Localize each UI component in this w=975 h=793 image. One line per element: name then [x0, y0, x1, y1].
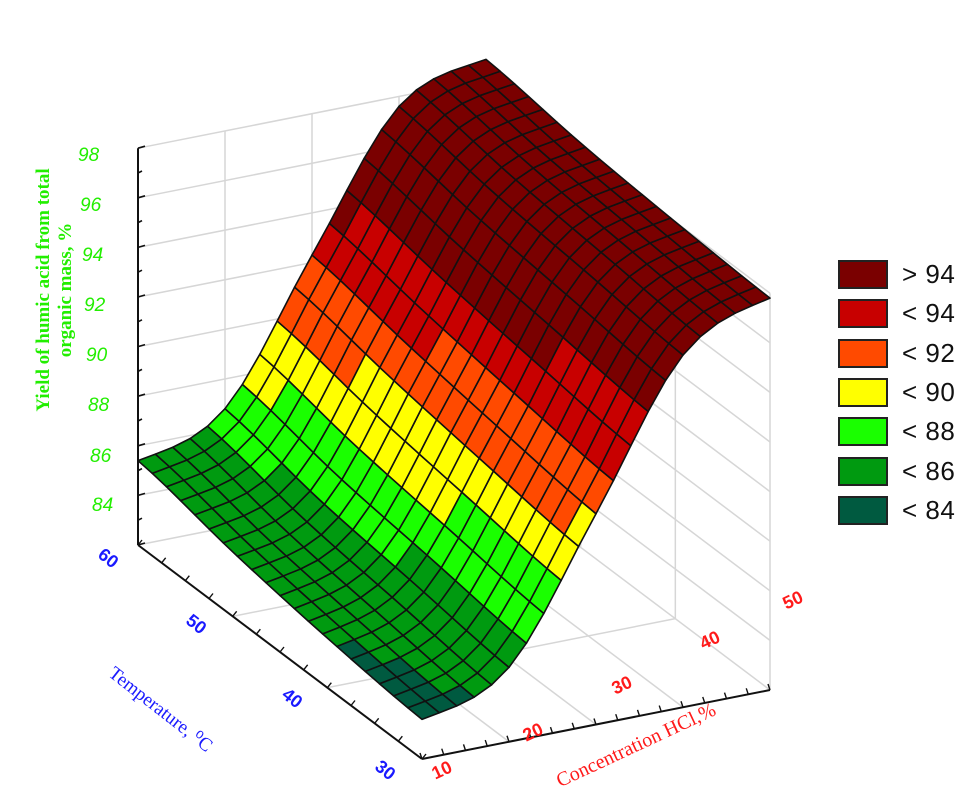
plot-axes: [137, 145, 771, 760]
legend: > 94 < 94 < 92 < 90 < 88 < 86 < 84: [838, 255, 955, 530]
legend-label: < 86: [902, 455, 956, 486]
z-tick: 88: [88, 395, 110, 416]
legend-label: > 94: [902, 259, 956, 290]
legend-item: > 94: [838, 255, 955, 294]
response-surface: [137, 58, 771, 721]
legend-swatch: [838, 260, 888, 290]
legend-swatch: [838, 495, 888, 525]
legend-swatch: [838, 299, 888, 329]
legend-item: < 86: [838, 451, 955, 490]
legend-swatch: [838, 417, 888, 447]
z-tick: 90: [86, 345, 108, 366]
legend-label: < 84: [902, 494, 956, 525]
legend-item: < 92: [838, 334, 955, 373]
legend-swatch: [838, 378, 888, 408]
legend-label: < 90: [902, 377, 956, 408]
legend-swatch: [838, 338, 888, 368]
z-tick: 92: [84, 295, 106, 316]
legend-swatch: [838, 456, 888, 486]
legend-item: < 90: [838, 373, 955, 412]
z-tick: 98: [78, 145, 100, 166]
legend-label: < 94: [902, 298, 956, 329]
legend-label: < 88: [902, 416, 956, 447]
legend-item: < 94: [838, 294, 955, 333]
legend-item: < 84: [838, 491, 955, 530]
legend-label: < 92: [902, 337, 956, 368]
legend-item: < 88: [838, 412, 955, 451]
z-tick: 94: [82, 245, 104, 266]
z-tick: 86: [90, 446, 112, 467]
z-axis-title: Yield of humic acid from total organic m…: [33, 168, 76, 412]
z-tick: 84: [92, 495, 114, 516]
z-tick: 96: [80, 195, 102, 216]
